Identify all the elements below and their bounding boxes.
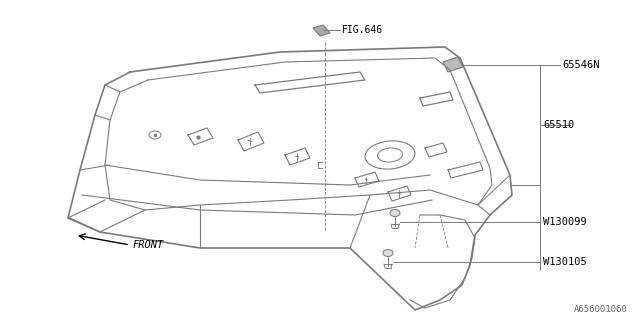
Polygon shape: [313, 25, 330, 36]
Text: 65546N: 65546N: [562, 60, 600, 70]
Text: W130105: W130105: [543, 257, 587, 267]
Text: A656001060: A656001060: [574, 305, 628, 314]
Polygon shape: [443, 57, 463, 72]
Text: FIG.646: FIG.646: [342, 25, 383, 35]
Ellipse shape: [383, 250, 393, 257]
Ellipse shape: [390, 210, 400, 217]
Text: 65510: 65510: [543, 120, 574, 130]
Text: FRONT: FRONT: [133, 240, 164, 250]
Text: W130099: W130099: [543, 217, 587, 227]
